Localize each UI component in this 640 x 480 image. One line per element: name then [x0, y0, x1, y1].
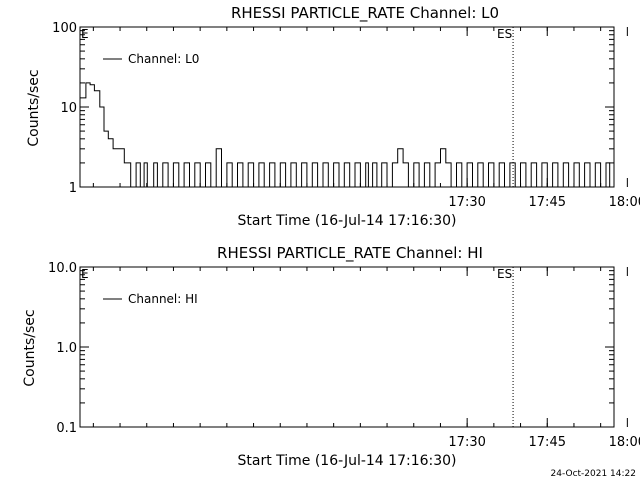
annotation-label: ES — [497, 27, 512, 41]
series-line — [80, 82, 615, 188]
series-layer — [80, 82, 615, 188]
y-axis-ticks: 0.1 1.0 10.0 — [48, 261, 614, 436]
x-tick-label: 17:45 — [529, 435, 566, 450]
y-tick-label: 10 — [60, 101, 77, 116]
x-tick-label: 17:30 — [448, 435, 485, 450]
y-axis-label: Counts/sec — [26, 69, 42, 146]
reference-lines — [512, 267, 514, 427]
chart-panel-l0: RHESSI PARTICLE_RATE Channel: L0 110100 … — [26, 4, 640, 229]
chart-title: RHESSI PARTICLE_RATE Channel: L0 — [231, 4, 499, 23]
y-axis-ticks: 1 10 100 — [52, 21, 614, 196]
x-tick-label: 18:00 — [609, 195, 640, 210]
y-tick-label: 1.0 — [56, 341, 77, 356]
corner-marker: E — [81, 27, 89, 41]
plot-frame — [79, 266, 615, 428]
y-tick-label: 10.0 — [48, 261, 77, 276]
footer-timestamp: 24-Oct-2021 14:22 — [551, 469, 636, 479]
y-tick-label: 1 — [69, 181, 77, 196]
chart-panel-hi: RHESSI PARTICLE_RATE Channel: HI 0.1 1.0 1… — [22, 244, 640, 469]
y-axis-label: Counts/sec — [22, 309, 38, 386]
x-tick-label: 18:00 — [609, 435, 640, 450]
x-axis-label: Start Time (16-Jul-14 17:16:30) — [237, 453, 456, 469]
y-tick-label: 0.1 — [56, 421, 77, 436]
legend-entry: Channel: L0 — [128, 52, 199, 66]
corner-marker: E — [81, 267, 89, 281]
legend-entry: Channel: HI — [128, 292, 198, 306]
chart-title: RHESSI PARTICLE_RATE Channel: HI — [217, 244, 483, 263]
y-tick-label: 100 — [52, 21, 77, 36]
x-tick-label: 17:30 — [448, 195, 485, 210]
annotation-label: ES — [497, 267, 512, 281]
x-axis-label: Start Time (16-Jul-14 17:16:30) — [237, 213, 456, 229]
x-tick-label: 17:45 — [529, 195, 566, 210]
